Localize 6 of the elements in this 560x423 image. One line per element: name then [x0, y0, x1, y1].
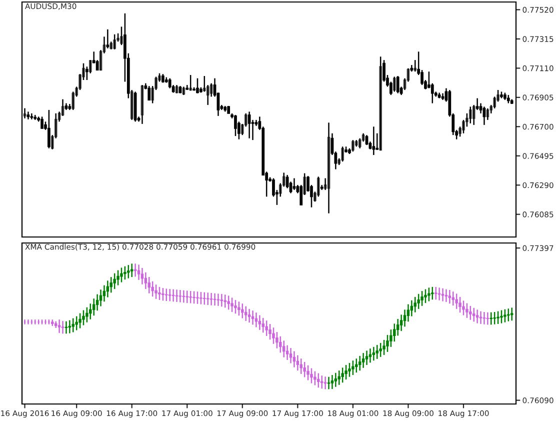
candlestick	[158, 286, 161, 301]
candlestick	[196, 290, 199, 305]
candlestick	[200, 291, 202, 305]
candlestick	[165, 288, 168, 302]
candlestick	[507, 308, 510, 322]
candlestick	[127, 264, 130, 279]
